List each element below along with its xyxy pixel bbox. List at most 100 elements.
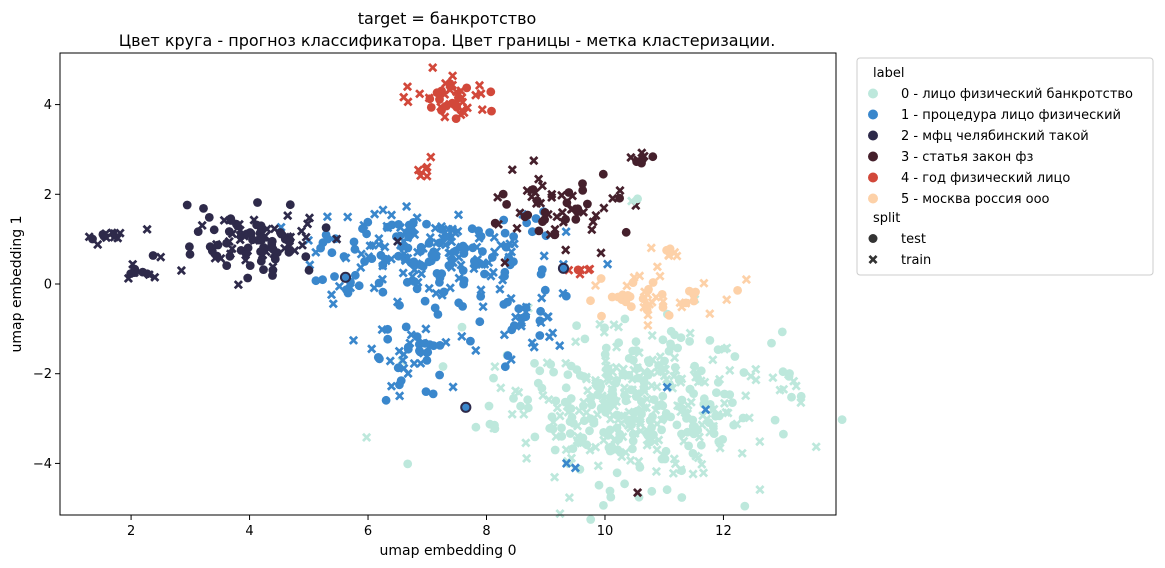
data-point-528 (445, 283, 455, 293)
data-point-653 (326, 290, 337, 300)
data-point-148 (770, 415, 780, 425)
legend-item-2: 2 - мфц челябинский такой (901, 129, 1089, 144)
data-point-1003 (462, 103, 472, 113)
data-point-402 (490, 424, 500, 434)
data-point-552 (527, 227, 537, 237)
data-point-576 (328, 299, 338, 309)
data-point-936 (615, 193, 624, 203)
data-point-346 (672, 420, 682, 430)
data-point-312 (618, 432, 628, 442)
data-point-470 (699, 278, 709, 288)
data-point-9 (612, 468, 622, 478)
data-point-53 (530, 358, 539, 368)
data-point-1019 (422, 162, 432, 172)
data-point-90 (685, 328, 695, 338)
data-point-91 (705, 336, 715, 345)
data-point-1037 (150, 272, 160, 282)
data-point-946 (598, 169, 608, 179)
data-point-483 (665, 244, 675, 254)
data-point-477 (628, 278, 638, 287)
data-point-115 (599, 435, 609, 445)
data-point-709 (395, 300, 404, 310)
data-point-468 (621, 297, 631, 307)
data-point-615 (424, 257, 434, 267)
data-point-595 (422, 219, 431, 229)
data-point-448 (691, 287, 700, 297)
data-point-1028 (561, 458, 572, 468)
y-tick-label-1: −2 (33, 367, 52, 382)
legend-item-1: 1 - процедура лицо физический (901, 108, 1121, 123)
data-point-858 (241, 255, 251, 265)
data-point-119 (811, 442, 821, 452)
data-point-963 (648, 152, 658, 162)
data-point-744 (395, 391, 405, 401)
data-point-189 (535, 366, 545, 376)
data-point-240 (683, 400, 693, 410)
data-point-63 (796, 398, 806, 408)
data-point-931 (583, 199, 592, 209)
data-point-697 (322, 212, 332, 222)
data-point-580 (354, 281, 364, 291)
data-point-629 (409, 257, 419, 267)
data-point-750 (507, 325, 517, 335)
data-point-685 (472, 254, 483, 264)
data-point-365 (647, 330, 657, 341)
data-point-600 (416, 269, 427, 279)
data-point-353 (652, 445, 662, 455)
data-point-541 (374, 240, 384, 250)
data-point-927 (512, 223, 522, 233)
data-point-546 (421, 324, 431, 334)
data-point-417 (617, 411, 627, 421)
data-point-343 (548, 424, 558, 434)
data-point-345 (645, 416, 655, 425)
data-point-875 (235, 225, 245, 235)
x-tick-label-0: 2 (127, 524, 135, 539)
data-point-251 (712, 388, 721, 397)
data-point-735 (418, 348, 428, 358)
legend-marker-2 (868, 130, 878, 141)
data-point-758 (535, 331, 545, 340)
data-point-827 (211, 239, 222, 249)
data-point-267 (551, 396, 561, 406)
data-point-34 (614, 338, 624, 348)
data-point-1034 (393, 236, 403, 246)
data-point-349 (658, 401, 668, 411)
data-point-376 (585, 394, 596, 404)
data-point-219 (496, 383, 506, 393)
data-point-734 (398, 355, 408, 365)
data-point-380 (628, 444, 637, 454)
data-point-187 (640, 367, 650, 377)
data-point-692 (437, 290, 447, 300)
data-point-747 (395, 380, 404, 390)
data-point-137 (796, 391, 806, 401)
data-point-676 (453, 226, 463, 236)
x-tick-label-1: 4 (245, 524, 253, 539)
data-point-849 (286, 232, 296, 242)
data-point-1013 (440, 112, 450, 122)
data-point-158 (587, 400, 597, 410)
data-point-422 (779, 384, 789, 394)
data-point-573 (348, 335, 359, 345)
y-tick-label-4: 4 (44, 98, 52, 113)
data-point-771 (536, 317, 546, 328)
data-point-381 (666, 339, 675, 349)
data-point-1012 (457, 93, 467, 103)
data-point-248 (744, 413, 754, 423)
data-point-228 (599, 501, 608, 510)
y-axis-label: umap embedding 1 (9, 216, 25, 353)
data-point-224 (646, 368, 656, 378)
data-point-645 (343, 212, 353, 222)
data-point-932 (561, 245, 571, 255)
data-point-394 (591, 442, 601, 452)
data-point-418 (362, 432, 372, 442)
data-point-982 (402, 82, 413, 92)
data-point-1036 (176, 265, 186, 276)
data-point-1033 (316, 243, 325, 253)
data-point-387 (639, 384, 649, 394)
data-point-1024 (573, 265, 583, 275)
legend-item-5: 5 - москва россия ооо (901, 192, 1050, 207)
data-point-352 (684, 441, 693, 451)
data-point-674 (350, 244, 360, 254)
data-point-35 (625, 455, 636, 465)
